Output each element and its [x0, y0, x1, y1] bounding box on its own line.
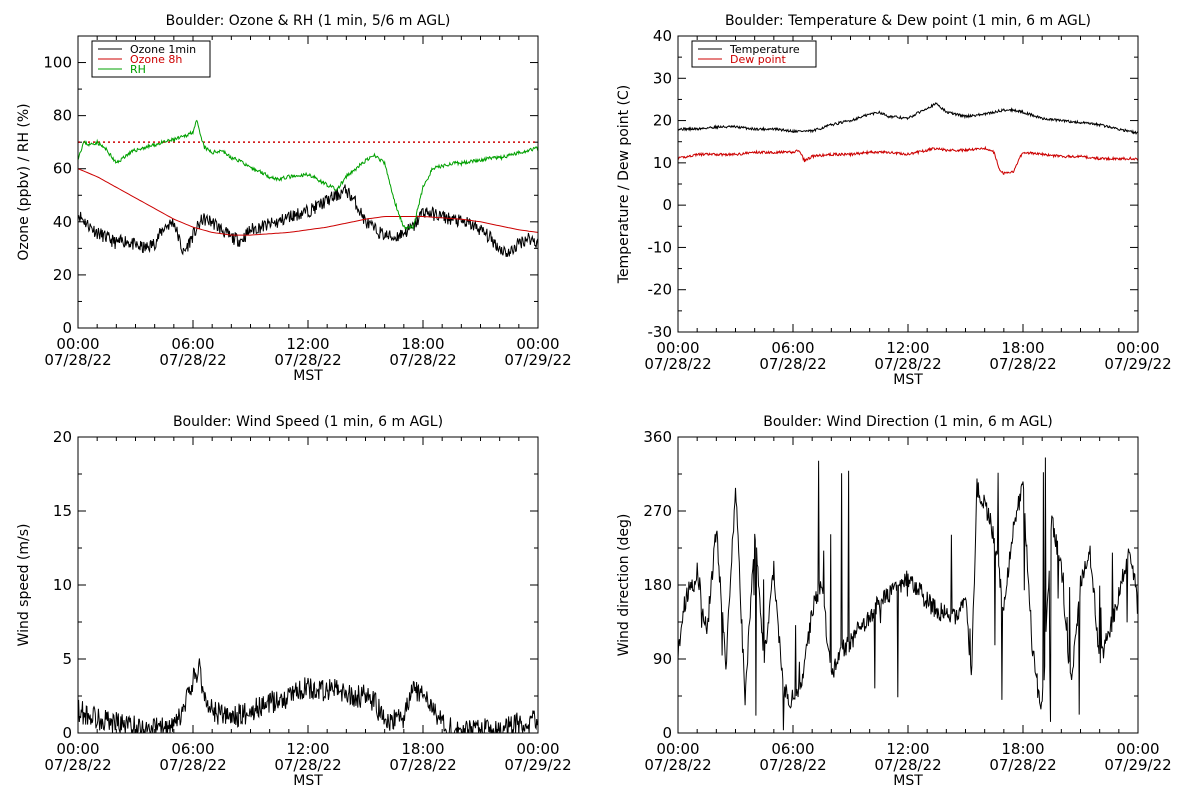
legend-label: Temperature	[729, 43, 800, 56]
x-tick-date: 07/29/22	[504, 756, 571, 774]
plot-frame	[677, 35, 1139, 333]
x-tick-date: 07/28/22	[44, 756, 111, 774]
x-axis-label: MST	[893, 372, 923, 388]
x-tick-time: 00:00	[516, 740, 559, 758]
y-tick-label: 40	[653, 27, 672, 45]
x-tick-date: 07/28/22	[274, 756, 341, 774]
x-tick-date: 07/28/22	[389, 756, 456, 774]
x-tick-date: 07/28/22	[644, 355, 711, 373]
x-tick-date: 07/28/22	[759, 355, 826, 373]
y-tick-label: 360	[643, 428, 672, 446]
x-tick-time: 00:00	[56, 740, 99, 758]
y-tick-label: -20	[648, 281, 673, 299]
y-tick-label: 20	[53, 266, 72, 284]
series-line-temperature	[678, 102, 1138, 135]
x-tick-time: 06:00	[171, 335, 214, 353]
wind-direction-panel: Boulder: Wind Direction (1 min, 6 m AGL)…	[616, 414, 1172, 789]
y-tick-label: -10	[648, 238, 673, 256]
x-tick-time: 18:00	[1001, 339, 1044, 357]
x-tick-time: 06:00	[771, 740, 814, 758]
legend-box	[691, 40, 817, 68]
y-tick-label: 0	[62, 319, 72, 337]
y-tick-label: 0	[662, 724, 672, 742]
series-line-rh	[78, 119, 538, 230]
y-tick-label: 15	[53, 502, 72, 520]
y-tick-label: 40	[53, 213, 72, 231]
y-tick-label: 90	[653, 650, 672, 668]
x-tick-time: 00:00	[516, 335, 559, 353]
y-axis-label: Wind speed (m/s)	[16, 524, 32, 647]
series-line-data	[678, 457, 1138, 731]
chart-title: Boulder: Wind Speed (1 min, 6 m AGL)	[173, 414, 443, 430]
y-tick-label: 100	[43, 54, 72, 72]
plot-frame	[77, 35, 539, 329]
legend-label: Ozone 1min	[130, 43, 196, 56]
x-tick-date: 07/28/22	[644, 756, 711, 774]
y-tick-label: 180	[643, 576, 672, 594]
y-tick-label: 80	[53, 107, 72, 125]
x-tick-time: 18:00	[1001, 740, 1044, 758]
x-tick-time: 06:00	[771, 339, 814, 357]
y-tick-label: 10	[53, 576, 72, 594]
x-tick-time: 00:00	[656, 740, 699, 758]
y-tick-label: -30	[648, 323, 673, 341]
x-tick-date: 07/28/22	[989, 355, 1056, 373]
x-tick-date: 07/28/22	[159, 756, 226, 774]
x-tick-date: 07/28/22	[874, 355, 941, 373]
x-tick-time: 12:00	[886, 740, 929, 758]
x-axis-label: MST	[293, 368, 323, 384]
y-tick-label: 0	[62, 724, 72, 742]
ozone-rh-panel: Boulder: Ozone & RH (1 min, 5/6 m AGL) 0 2…	[16, 13, 572, 384]
chart-title: Boulder: Wind Direction (1 min, 6 m AGL)	[763, 414, 1052, 430]
y-tick-label: 30	[653, 69, 672, 87]
wind-speed-panel: Boulder: Wind Speed (1 min, 6 m AGL) 0 5 10…	[16, 414, 572, 789]
x-tick-time: 12:00	[286, 740, 329, 758]
x-tick-date: 07/28/22	[389, 351, 456, 369]
chart-title: Boulder: Ozone & RH (1 min, 5/6 m AGL)	[166, 13, 451, 29]
legend-label: Ozone 8h	[130, 53, 182, 66]
x-tick-time: 18:00	[401, 335, 444, 353]
y-tick-label: 60	[53, 160, 72, 178]
y-tick-label: 270	[643, 502, 672, 520]
series-line-ozone-1min	[78, 184, 538, 257]
x-tick-time: 12:00	[886, 339, 929, 357]
y-axis-label: Temperature / Dew point (C)	[616, 85, 632, 284]
legend-label: Dew point	[730, 53, 786, 66]
x-tick-date: 07/28/22	[44, 351, 111, 369]
y-tick-label: 20	[53, 428, 72, 446]
x-tick-date: 07/29/22	[1104, 756, 1171, 774]
y-tick-label: 0	[662, 196, 672, 214]
series-line-ozone-8h	[78, 168, 538, 236]
x-tick-time: 00:00	[656, 339, 699, 357]
x-tick-date: 07/28/22	[989, 756, 1056, 774]
y-axis-label: Wind direction (deg)	[616, 514, 632, 657]
legend-label: RH	[130, 63, 146, 76]
temperature-dewpoint-panel: Boulder: Temperature & Dew point (1 min,…	[616, 13, 1172, 388]
x-axis-label: MST	[293, 773, 323, 789]
x-axis-label: MST	[893, 773, 923, 789]
y-tick-label: 5	[62, 650, 72, 668]
x-tick-time: 18:00	[401, 740, 444, 758]
series-line-dew-point	[678, 145, 1138, 176]
x-tick-date: 07/29/22	[1104, 355, 1171, 373]
x-tick-time: 12:00	[286, 335, 329, 353]
chart-title: Boulder: Temperature & Dew point (1 min,…	[725, 13, 1091, 29]
x-tick-date: 07/28/22	[159, 351, 226, 369]
series-line-data	[78, 658, 538, 733]
x-tick-time: 06:00	[171, 740, 214, 758]
y-tick-label: 20	[653, 112, 672, 130]
y-tick-label: 10	[653, 154, 672, 172]
x-tick-date: 07/29/22	[504, 351, 571, 369]
x-tick-time: 00:00	[1116, 339, 1159, 357]
x-tick-time: 00:00	[1116, 740, 1159, 758]
plot-frame	[677, 436, 1139, 734]
y-axis-label: Ozone (ppbv) / RH (%)	[16, 103, 32, 260]
x-tick-date: 07/28/22	[759, 756, 826, 774]
x-tick-time: 00:00	[56, 335, 99, 353]
plot-frame	[77, 436, 539, 734]
x-tick-date: 07/28/22	[874, 756, 941, 774]
x-tick-date: 07/28/22	[274, 351, 341, 369]
